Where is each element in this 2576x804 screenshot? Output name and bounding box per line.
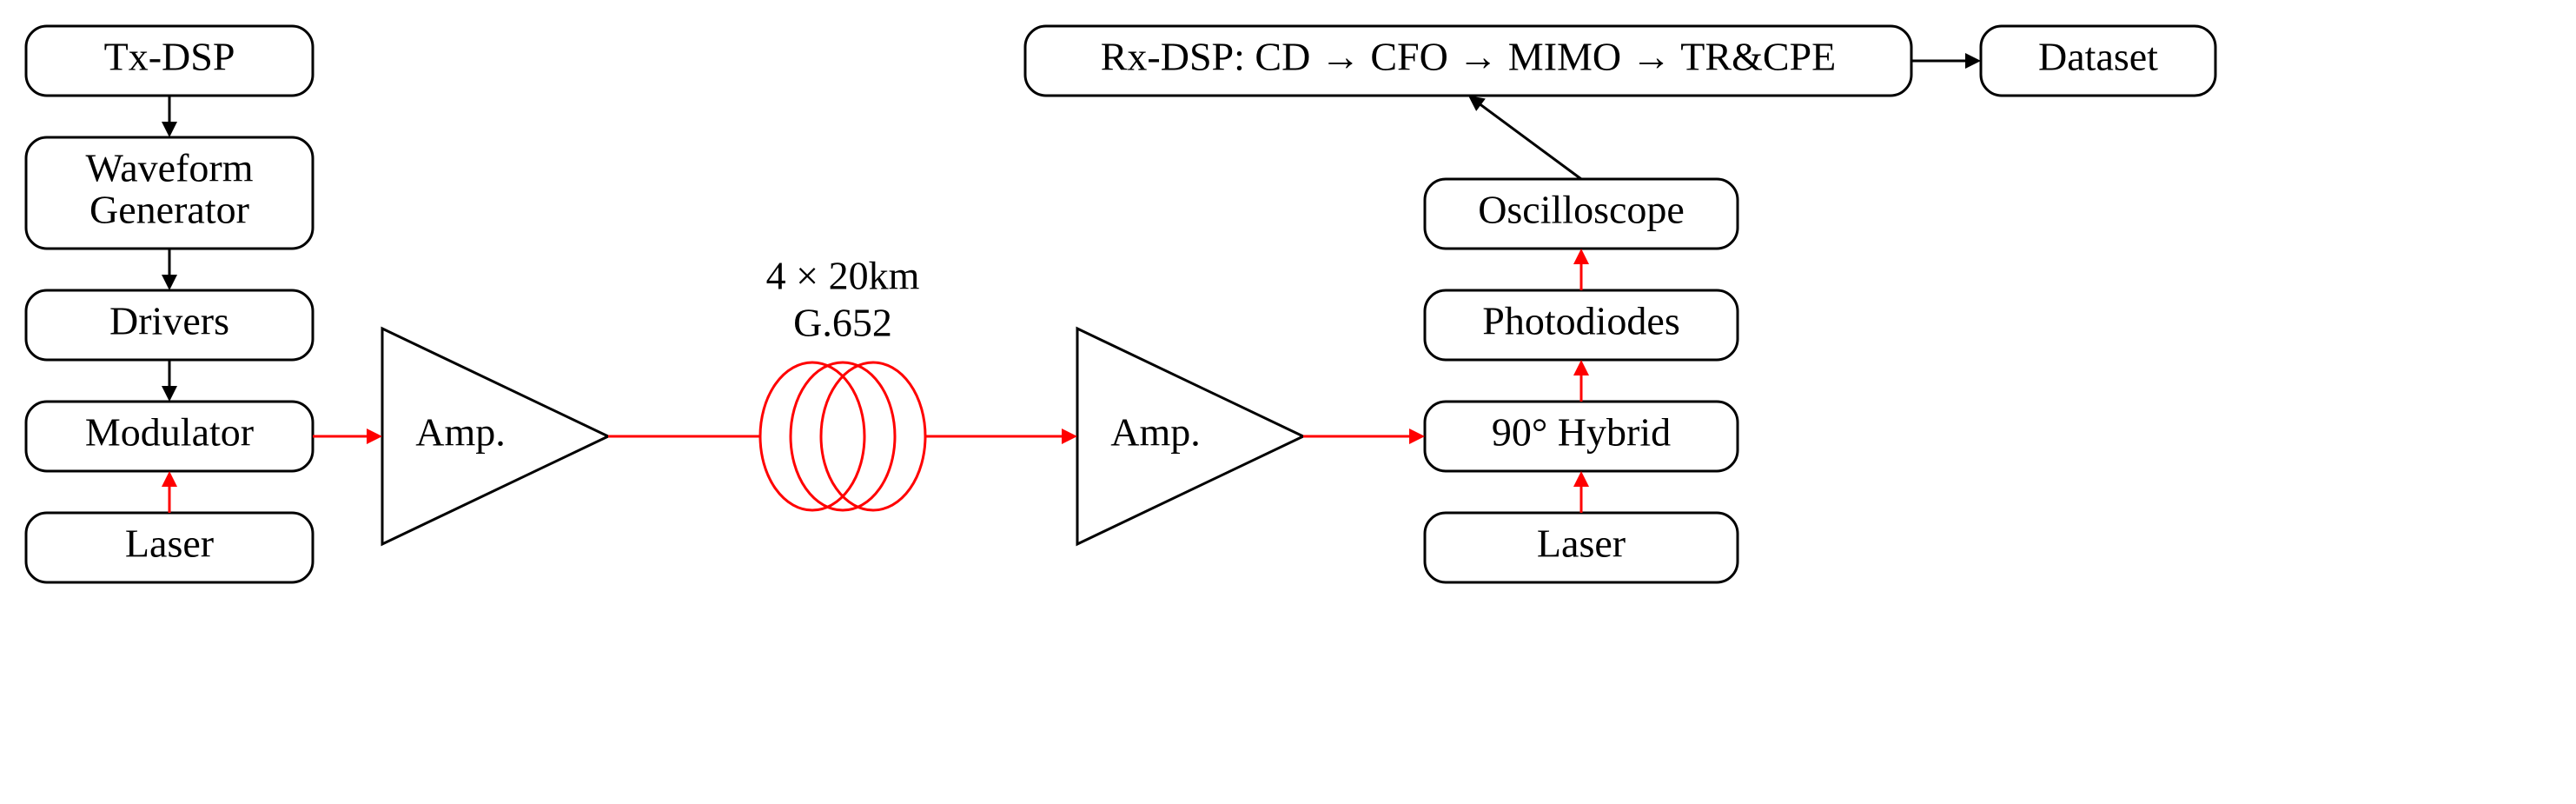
- oscilloscope-label: Oscilloscope: [1478, 188, 1685, 232]
- fiber-label-2: G.652: [793, 301, 892, 345]
- arrowhead-icon: [1573, 471, 1589, 487]
- amp2-label: Amp.: [1110, 410, 1201, 455]
- arrowhead-icon: [162, 122, 177, 137]
- arrowhead-icon: [1573, 249, 1589, 264]
- arrowhead-icon: [162, 386, 177, 402]
- rx_dsp-label: Rx-DSP: CD → CFO → MIMO → TR&CPE: [1101, 35, 1837, 79]
- drivers-label: Drivers: [109, 299, 229, 343]
- fiber-spool-icon: [821, 362, 925, 510]
- arrowhead-icon: [1573, 360, 1589, 375]
- arrowhead-icon: [162, 471, 177, 487]
- dataset-label: Dataset: [2038, 35, 2158, 79]
- arrowhead-icon: [1062, 429, 1077, 444]
- modulator-label: Modulator: [85, 410, 254, 455]
- tx_dsp-label: Tx-DSP: [104, 35, 235, 79]
- amp1-label: Amp.: [415, 410, 506, 455]
- arrowhead-icon: [1468, 96, 1486, 111]
- fiber-label-1: 4 × 20km: [766, 254, 920, 298]
- optical-system-diagram: Tx-DSP WaveformGenerator Drivers Modulator L…: [0, 0, 2576, 804]
- fiber-spool-icon: [791, 362, 895, 510]
- arrowhead-icon: [162, 275, 177, 290]
- laser_rx-label: Laser: [1537, 522, 1626, 566]
- hybrid-label: 90° Hybrid: [1492, 410, 1671, 455]
- waveform-label: Waveform: [86, 145, 254, 189]
- connector: [1474, 100, 1581, 179]
- arrowhead-icon: [367, 429, 382, 444]
- laser_tx-label: Laser: [125, 522, 214, 566]
- fiber-spool-icon: [760, 362, 864, 510]
- photodiodes-label: Photodiodes: [1482, 299, 1679, 343]
- arrowhead-icon: [1965, 53, 1981, 69]
- arrowhead-icon: [1409, 429, 1425, 444]
- waveform-label: Generator: [89, 188, 249, 232]
